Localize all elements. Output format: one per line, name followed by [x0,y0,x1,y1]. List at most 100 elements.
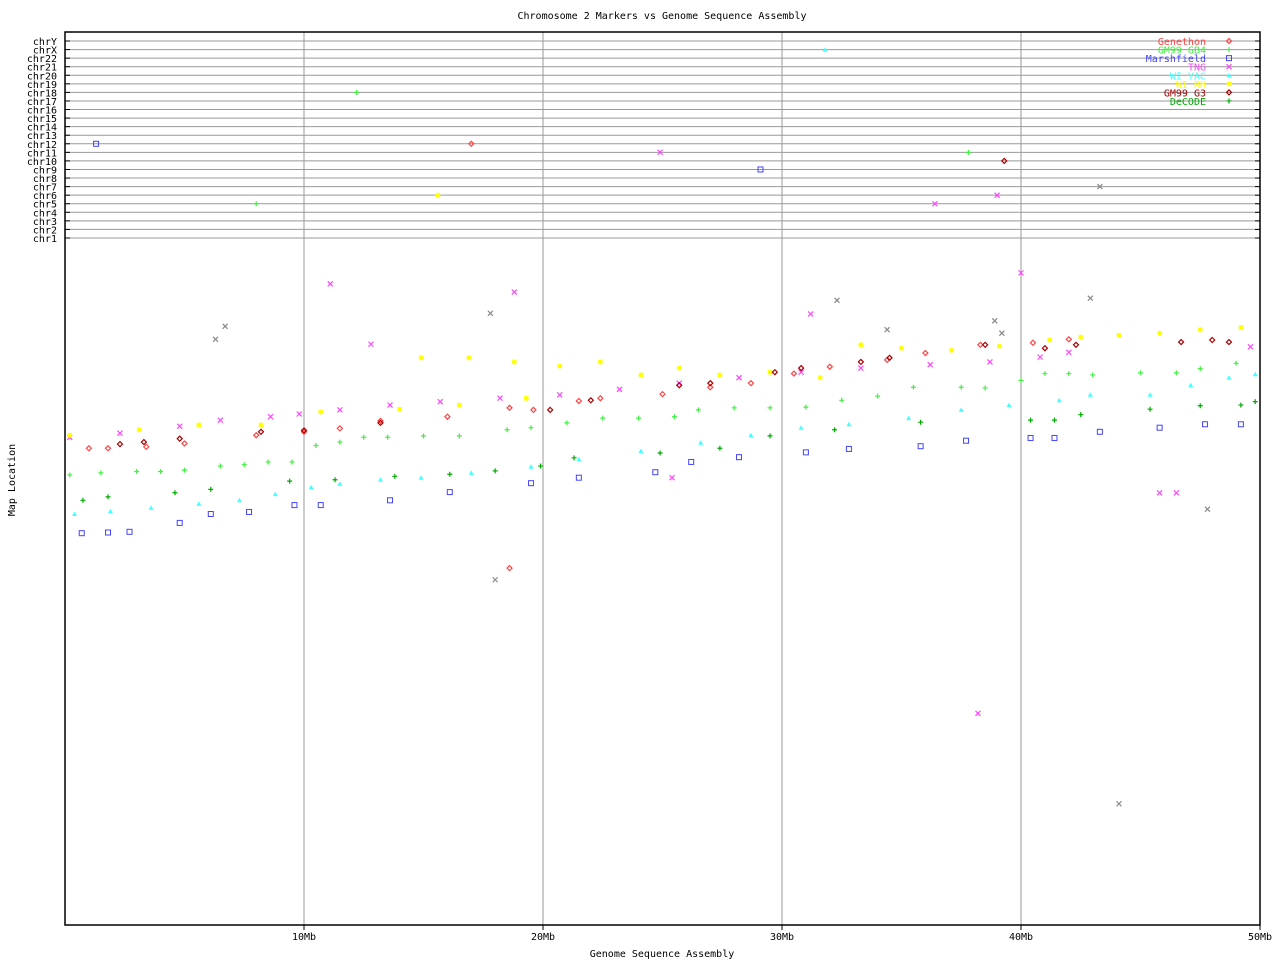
chromosome-label: chr20 [27,71,57,82]
data-point [910,384,916,390]
data-point [289,459,295,465]
data-point [387,497,394,504]
data-point [688,458,695,465]
data-point [117,430,123,437]
data-point [802,449,809,456]
data-point [1197,403,1203,409]
chromosome-label: chr5 [33,200,57,211]
data-point [1238,402,1244,408]
data-point [523,395,529,401]
data-point [207,511,214,517]
data-point [212,336,219,343]
x-tick-label: 50Mb [1248,932,1272,943]
data-point [126,528,133,535]
data-point [1225,338,1233,346]
data-point [318,409,324,415]
data-point [1233,360,1239,366]
legend-marker [1226,81,1232,87]
chromosome-label: chr11 [27,148,57,159]
data-point [421,433,426,439]
data-point [1147,406,1153,412]
chromosome-label: chr6 [33,191,57,202]
data-point [72,511,78,516]
data-point [717,372,723,378]
data-point [884,326,891,333]
data-point [466,355,472,361]
data-point [308,484,314,490]
data-point [497,395,503,402]
data-point [834,297,840,304]
data-point [528,480,535,487]
data-point [377,477,383,482]
data-point [858,342,864,348]
data-point [657,450,663,456]
legend-label: GM99 GB4 [1158,46,1206,57]
data-point [78,530,85,537]
data-point [1173,370,1179,376]
data-point [67,432,73,438]
legend-label: WI RH [1176,80,1206,91]
data-point [1237,421,1244,428]
data-point [798,425,804,430]
data-point [492,468,498,474]
data-point [487,310,494,317]
legend-label: WI YAC [1170,71,1206,82]
data-point [196,501,202,506]
data-point [1188,382,1194,388]
data-point [797,364,805,372]
data-point [1252,371,1258,377]
data-point [556,391,563,398]
data-point [361,434,367,440]
data-point [236,497,242,503]
chromosome-label: chr21 [27,63,57,74]
data-point [927,361,934,368]
data-point [981,341,989,349]
y-axis-label: Map Location [7,444,18,516]
data-point [1116,800,1122,807]
data-point [557,363,563,369]
data-point [671,414,677,420]
data-point [706,379,714,387]
data-point [1018,377,1024,383]
data-point [998,330,1005,337]
data-point [1028,417,1034,423]
data-point [571,455,577,461]
data-point [1051,417,1057,423]
data-point [638,372,644,378]
data-point [446,489,453,496]
off-chromosome-point [994,192,1001,199]
legend-marker [1225,89,1233,96]
data-point [857,365,864,372]
chromosome-label: chr7 [33,183,57,194]
chromosome-label: chr17 [27,97,57,108]
data-point [638,448,644,453]
data-point [142,443,150,451]
series-decode [80,399,1258,503]
data-point [291,502,298,509]
data-point [377,417,384,425]
data-point [1208,336,1216,344]
data-point [506,564,513,572]
legend-marker [1226,98,1232,104]
data-point [80,497,86,503]
legend-label: GM99 G3 [1164,88,1206,99]
x-tick-label: 30Mb [770,932,794,943]
data-point [698,440,704,445]
off-chromosome-point [93,140,100,147]
chromosome-label: chr13 [27,131,57,142]
data-point [176,435,184,442]
chromosome-label: chr14 [27,123,57,134]
data-point [504,427,510,433]
data-marks [66,47,1258,807]
data-point [257,428,265,436]
data-point [982,385,988,391]
data-point [575,397,583,405]
chromosome-label: chr1 [33,234,57,245]
chromosome-label: chr19 [27,80,57,91]
legend-marker [1225,37,1233,45]
data-point [669,474,675,481]
data-point [105,529,112,536]
off-chromosome-point [757,166,764,173]
series-wi-rh [67,192,1244,438]
data-point [492,576,499,583]
